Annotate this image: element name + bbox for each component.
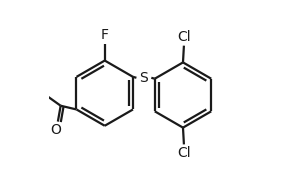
Text: O: O bbox=[51, 122, 61, 136]
Text: Cl: Cl bbox=[177, 30, 191, 44]
Text: F: F bbox=[101, 28, 109, 42]
Text: Cl: Cl bbox=[177, 146, 191, 160]
Text: S: S bbox=[139, 71, 148, 85]
